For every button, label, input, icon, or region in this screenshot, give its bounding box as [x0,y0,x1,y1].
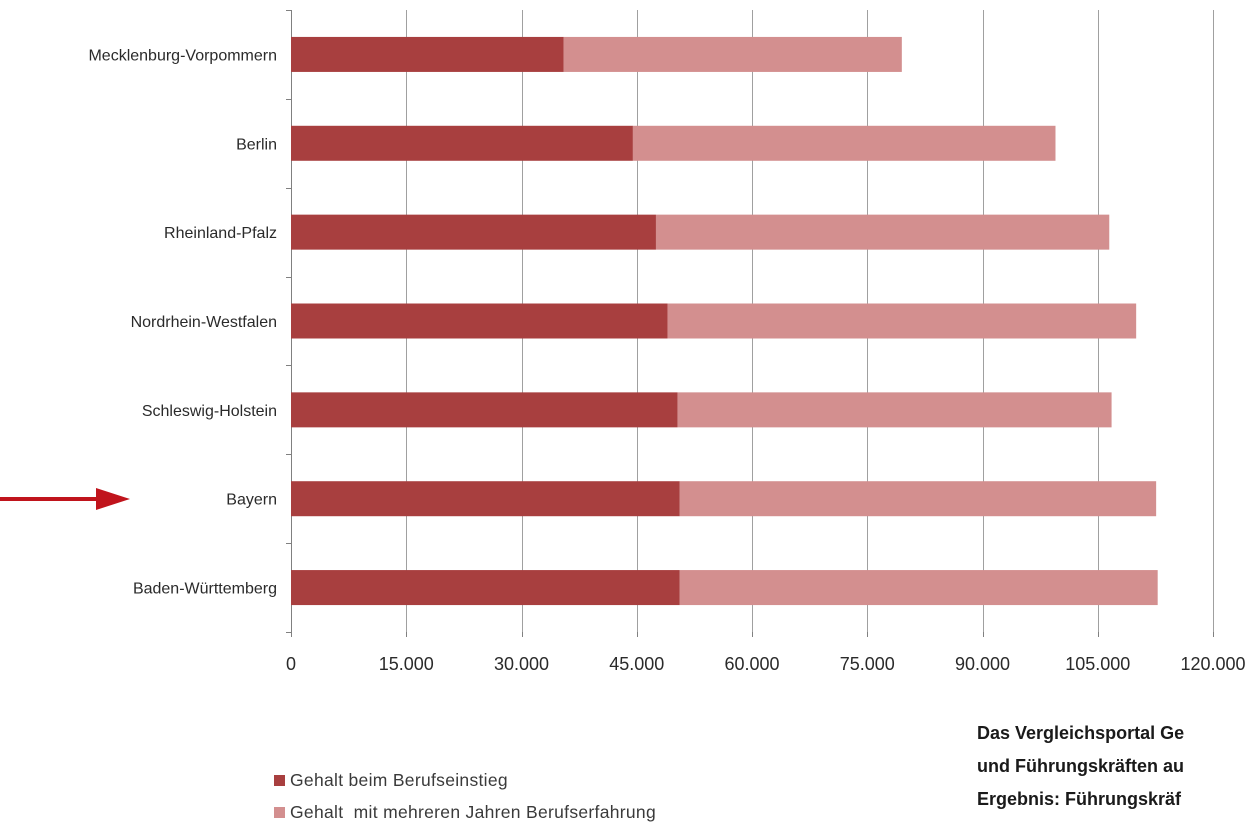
bar-segment [632,125,1056,161]
category-label: Rheinland-Pfalz [164,225,277,242]
x-tick-label: 90.000 [955,654,1010,674]
x-tick-label: 45.000 [609,654,664,674]
category-label: Berlin [236,136,277,153]
highlight-arrow-icon [0,488,130,510]
category-label: Bayern [226,492,277,509]
bar-segment [291,481,680,517]
side-text: Das Vergleichsportal Ge und Führungskräf… [977,717,1184,816]
x-tick-label: 105.000 [1065,654,1130,674]
bar-segment [655,214,1110,250]
bar-segment [291,303,668,339]
bar-segment [291,214,656,250]
bar-segment [291,36,564,72]
bar-segment [679,481,1157,517]
x-tick-label: 15.000 [379,654,434,674]
category-label: Mecklenburg-Vorpommern [88,47,277,64]
side-text-line: und Führungskräften au [977,756,1184,776]
x-tick-label: 0 [286,654,296,674]
legend-item: Gehalt beim Berufseinstieg [274,764,656,796]
bar-segment [291,125,633,161]
bar-segment [291,392,678,428]
side-text-line: Ergebnis: Führungskräf [977,789,1182,809]
x-tick-label: 120.000 [1180,654,1245,674]
category-label: Baden-Württemberg [133,581,277,598]
x-tick-label: 60.000 [724,654,779,674]
category-label: Schleswig-Holstein [142,403,277,420]
legend-swatch [274,806,285,818]
bar-segment [667,303,1137,339]
side-text-line: Das Vergleichsportal Ge [977,723,1185,743]
x-tick-label: 75.000 [840,654,895,674]
x-tick-label: 30.000 [494,654,549,674]
legend-item: Gehalt mit mehreren Jahren Berufserfahru… [274,796,656,828]
bar-segment [291,570,680,606]
bar-segment [677,392,1112,428]
legend-swatch [274,774,285,786]
bar-segment [563,36,902,72]
legend: Gehalt beim Berufseinstieg Gehalt mit me… [274,764,656,828]
bar-segment [679,570,1158,606]
legend-label: Gehalt beim Berufseinstieg [290,769,508,790]
legend-label: Gehalt mit mehreren Jahren Berufserfahru… [290,801,656,822]
category-label: Nordrhein-Westfalen [131,314,277,331]
